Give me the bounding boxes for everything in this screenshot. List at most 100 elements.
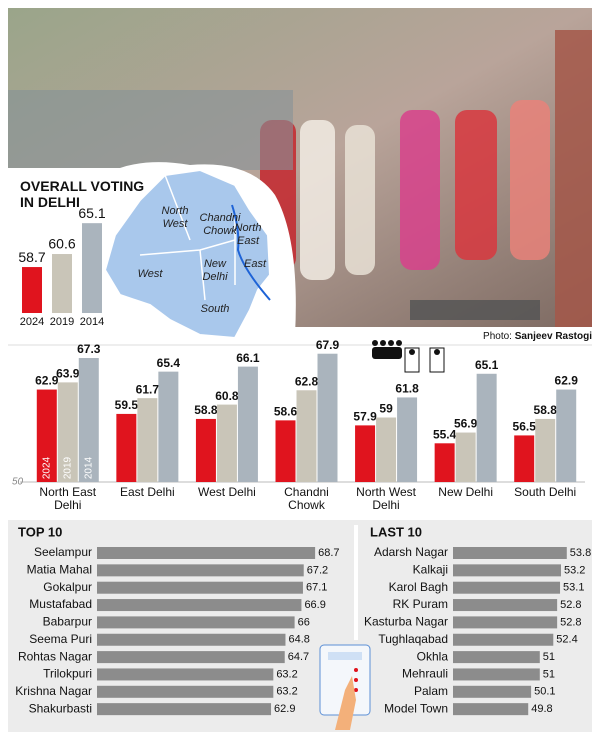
- value-label: 57.9: [353, 410, 377, 424]
- bar: [97, 633, 286, 646]
- bar: [434, 443, 455, 482]
- value-label: 60.6: [48, 236, 75, 252]
- value-label: 67.3: [77, 342, 101, 356]
- photo-credit: Photo: Sanjeev Rastogi: [483, 331, 592, 342]
- bar: [453, 564, 561, 577]
- bar: [116, 413, 137, 482]
- value-label: 50.1: [534, 686, 555, 698]
- value-label: 66.1: [236, 351, 260, 365]
- bar: [97, 564, 304, 577]
- map-label: New Delhi: [202, 258, 228, 283]
- value-label: 52.4: [556, 634, 577, 646]
- value-label: 49.8: [531, 703, 552, 715]
- value-label: 53.2: [564, 564, 585, 576]
- value-label: 62.9: [35, 374, 59, 388]
- evm-icon: [319, 644, 371, 730]
- bar: [376, 417, 397, 482]
- category-label: Shakurbasti: [29, 701, 92, 715]
- category-label: Mustafabad: [29, 597, 92, 611]
- bar: [453, 651, 540, 664]
- y-tick-label: 50: [12, 477, 24, 488]
- value-label: 61.8: [395, 382, 419, 396]
- bar: [453, 703, 529, 716]
- value-label: 67.2: [307, 564, 328, 576]
- category-label: Karol Bagh: [389, 580, 448, 594]
- value-label: 56.9: [454, 417, 478, 431]
- x-tick-label: West Delhi: [198, 485, 256, 499]
- map-label: Chandni Chowk: [199, 212, 241, 237]
- value-label: 62.9: [555, 374, 579, 388]
- category-label: Seema Puri: [29, 632, 92, 646]
- chart-title: TOP 10: [18, 524, 62, 539]
- category-label: Kasturba Nagar: [364, 615, 448, 629]
- value-label: 59: [379, 402, 393, 416]
- bar: [97, 581, 303, 594]
- bar: [195, 418, 216, 482]
- bar: [476, 373, 497, 482]
- bar: [57, 382, 78, 482]
- value-label: 60.8: [215, 389, 239, 403]
- category-label: Krishna Nagar: [15, 684, 92, 698]
- crowd: [8, 30, 592, 327]
- bar: [97, 685, 274, 698]
- value-label: 67.1: [306, 582, 327, 594]
- value-label: 53.1: [563, 582, 584, 594]
- category-label: Trilokpuri: [43, 667, 92, 681]
- x-tick-label: Chandni Chowk: [284, 485, 329, 512]
- series-label: 2014: [83, 456, 94, 479]
- value-label: 63.9: [56, 367, 80, 381]
- bar: [453, 547, 567, 559]
- series-label: 2024: [41, 456, 52, 479]
- value-label: 66: [298, 616, 310, 628]
- bar: [397, 397, 418, 482]
- category-label: Gokalpur: [43, 580, 92, 594]
- series-label: 2019: [62, 456, 73, 479]
- chart-title: LAST 10: [370, 524, 422, 539]
- x-tick-label: North West Delhi: [356, 485, 416, 512]
- x-tick-label: North East Delhi: [39, 485, 97, 512]
- category-label: Adarsh Nagar: [374, 545, 448, 559]
- category-label: RK Puram: [393, 597, 448, 611]
- value-label: 52.8: [560, 616, 581, 628]
- bar: [535, 418, 556, 482]
- bar: [97, 668, 274, 681]
- x-tick-label: New Delhi: [438, 485, 493, 499]
- value-label: 63.2: [276, 668, 297, 680]
- value-label: 65.1: [78, 205, 105, 221]
- bar: [158, 371, 179, 482]
- value-label: 58.8: [534, 403, 558, 417]
- bar: [97, 547, 316, 559]
- bar: [216, 404, 237, 482]
- map-label: North West: [161, 205, 189, 230]
- bar: [556, 389, 577, 482]
- category-label: Palam: [414, 684, 448, 698]
- bar: [82, 223, 102, 313]
- bar: [52, 254, 72, 313]
- bar: [137, 398, 158, 482]
- bar: [453, 668, 540, 681]
- value-label: 58.8: [194, 403, 218, 417]
- category-label: 2024: [20, 316, 44, 328]
- value-label: 59.5: [115, 398, 139, 412]
- bar: [97, 616, 295, 629]
- value-label: 65.1: [475, 358, 499, 372]
- value-label: 51: [543, 651, 555, 663]
- category-label: Kalkaji: [413, 563, 448, 577]
- value-label: 68.7: [318, 547, 339, 559]
- value-label: 64.7: [288, 651, 309, 663]
- x-tick-label: South Delhi: [514, 485, 577, 499]
- value-label: 66.9: [304, 599, 325, 611]
- value-label: 64.8: [288, 634, 309, 646]
- category-label: 2019: [50, 316, 74, 328]
- value-label: 52.8: [560, 599, 581, 611]
- bar: [453, 581, 561, 594]
- value-label: 51: [543, 668, 555, 680]
- bar: [22, 267, 42, 313]
- x-tick-label: East Delhi: [119, 485, 175, 499]
- map-borders: [139, 174, 236, 301]
- category-label: Rohtas Nagar: [18, 649, 92, 663]
- bar: [514, 435, 535, 482]
- bar: [97, 651, 285, 664]
- river: [231, 204, 271, 301]
